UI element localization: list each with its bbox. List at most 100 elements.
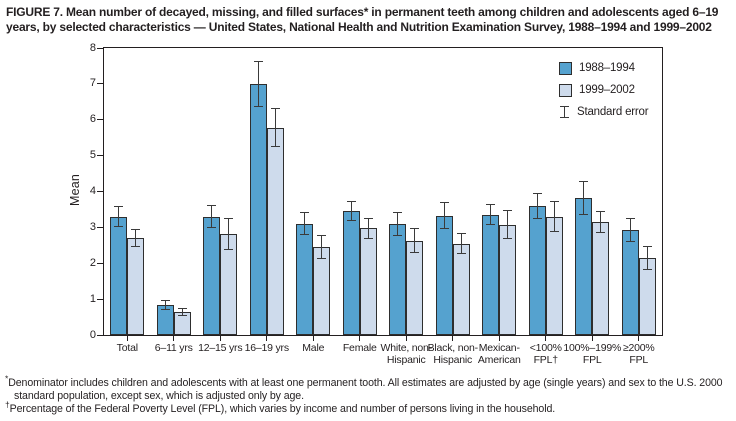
error-bar-cap bbox=[486, 204, 496, 206]
error-bar-cap bbox=[596, 210, 606, 212]
standard-error-icon bbox=[559, 105, 570, 119]
footnote-text: Denominator includes children and adoles… bbox=[8, 377, 723, 403]
bar bbox=[592, 221, 610, 335]
error-bar-cap bbox=[456, 233, 466, 235]
error-bar-cap bbox=[160, 309, 170, 311]
y-axis-tick bbox=[97, 226, 103, 228]
error-bar-cap bbox=[532, 217, 542, 219]
error-bar bbox=[274, 108, 276, 147]
y-tick-label: 3 bbox=[89, 220, 96, 233]
error-bar bbox=[228, 218, 230, 250]
plot-area: 1988–1994 1999–2002 Standard error 0 1 2 3 4… bbox=[90, 42, 663, 365]
legend: 1988–1994 1999–2002 Standard error bbox=[559, 57, 649, 123]
bar bbox=[482, 214, 500, 335]
x-axis-tick bbox=[312, 336, 314, 341]
x-tick-label: Male bbox=[302, 342, 325, 354]
y-tick-label: 1 bbox=[89, 292, 96, 305]
error-bar-cap bbox=[549, 201, 559, 203]
error-bar-cap bbox=[642, 246, 652, 248]
error-bar-cap bbox=[549, 231, 559, 233]
x-tick-label: 100%–199% FPL bbox=[563, 342, 622, 366]
x-axis-tick bbox=[638, 336, 640, 341]
bar bbox=[499, 224, 517, 335]
error-bar bbox=[553, 201, 555, 232]
legend-label-standard-error: Standard error bbox=[577, 106, 649, 118]
error-bar-cap bbox=[439, 227, 449, 229]
error-bar-cap bbox=[532, 193, 542, 195]
footnote-marker: * bbox=[5, 373, 9, 384]
error-bar bbox=[257, 61, 259, 107]
x-axis-tick bbox=[452, 336, 454, 341]
x-tick-label: Total bbox=[116, 342, 138, 354]
error-bar bbox=[135, 229, 137, 247]
y-tick-label: 6 bbox=[89, 113, 96, 126]
error-bar-cap bbox=[207, 226, 217, 228]
error-bar bbox=[367, 218, 369, 239]
figure-title: FIGURE 7. Mean number of decayed, missin… bbox=[6, 5, 719, 34]
bar bbox=[621, 229, 639, 335]
error-bar-cap bbox=[439, 202, 449, 204]
bar bbox=[435, 215, 453, 335]
x-tick-label: 16–19 yrs bbox=[244, 342, 290, 354]
error-bar bbox=[583, 181, 585, 215]
error-bar-cap bbox=[253, 105, 263, 107]
bar bbox=[359, 228, 377, 335]
x-axis-tick bbox=[498, 336, 500, 341]
x-axis-tick bbox=[545, 336, 547, 341]
x-axis-tick bbox=[266, 336, 268, 341]
error-bar-cap bbox=[625, 217, 635, 219]
y-axis-tick bbox=[97, 262, 103, 264]
y-tick-label: 5 bbox=[89, 149, 96, 162]
bar bbox=[249, 83, 267, 335]
legend-label-1999-2002: 1999–2002 bbox=[579, 84, 635, 96]
error-bar-cap bbox=[625, 240, 635, 242]
error-bar-cap bbox=[579, 214, 589, 216]
bar bbox=[203, 216, 221, 335]
x-axis-tick bbox=[126, 336, 128, 341]
error-bar-cap bbox=[393, 234, 403, 236]
y-axis-tick bbox=[97, 119, 103, 121]
y-tick-label: 4 bbox=[89, 185, 96, 197]
error-bar-cap bbox=[160, 300, 170, 302]
bar bbox=[528, 205, 546, 335]
bar bbox=[452, 243, 470, 335]
y-axis-tick bbox=[97, 155, 103, 157]
error-bar bbox=[321, 235, 323, 259]
y-axis-tick bbox=[97, 334, 103, 336]
bar bbox=[313, 247, 331, 335]
error-bar-cap bbox=[207, 205, 217, 207]
error-bar-cap bbox=[363, 237, 373, 239]
legend-swatch-1988-1994-icon bbox=[559, 61, 572, 75]
legend-swatch-1999-2002-icon bbox=[559, 83, 572, 97]
error-bar-cap bbox=[486, 224, 496, 226]
footnote-fpl: †Percentage of the Federal Poverty Level… bbox=[5, 399, 733, 416]
y-tick-label: 8 bbox=[89, 41, 96, 54]
bar bbox=[406, 240, 424, 335]
error-bar bbox=[181, 308, 183, 316]
x-axis-tick bbox=[173, 336, 175, 341]
bar bbox=[342, 211, 360, 335]
error-bar bbox=[350, 201, 352, 221]
error-bar-cap bbox=[270, 146, 280, 148]
error-bar-cap bbox=[410, 227, 420, 229]
x-tick-label: 6–11 yrs bbox=[154, 342, 193, 354]
error-bar-cap bbox=[177, 307, 187, 309]
error-bar-cap bbox=[363, 218, 373, 220]
legend-item-1988-1994: 1988–1994 bbox=[559, 57, 648, 79]
footnote-text: Percentage of the Federal Poverty Level … bbox=[9, 403, 556, 416]
error-bar-cap bbox=[300, 234, 310, 236]
x-axis-tick bbox=[219, 336, 221, 341]
bar bbox=[575, 197, 593, 335]
error-bar-cap bbox=[317, 235, 327, 237]
error-bar-cap bbox=[456, 253, 466, 255]
y-axis-tick bbox=[97, 298, 103, 300]
error-bar bbox=[490, 204, 492, 225]
error-bar-cap bbox=[317, 257, 327, 259]
footnote-marker: † bbox=[5, 399, 10, 410]
x-tick-label: ≥200% FPL bbox=[622, 342, 655, 366]
bar bbox=[110, 216, 128, 335]
y-tick-label: 2 bbox=[89, 256, 96, 269]
y-tick-label: 7 bbox=[89, 77, 96, 90]
error-bar bbox=[629, 218, 631, 241]
bar bbox=[127, 237, 145, 335]
